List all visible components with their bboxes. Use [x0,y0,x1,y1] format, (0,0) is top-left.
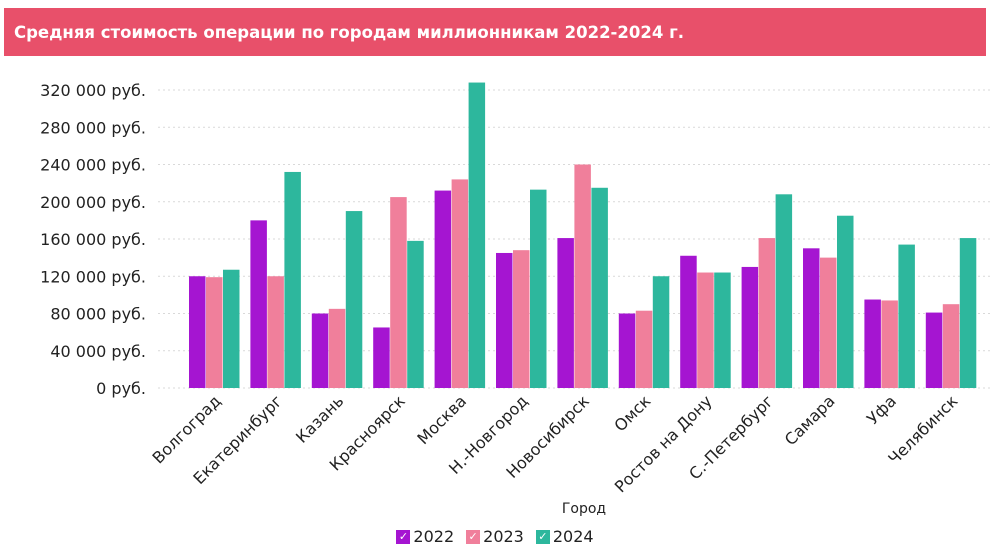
bar-2023[interactable] [513,250,530,388]
legend: ✓ 2022 ✓ 2023 ✓ 2024 [0,527,990,546]
bar-2022[interactable] [864,299,881,388]
bar-2022[interactable] [618,313,636,389]
checkmark-icon[interactable]: ✓ [396,529,411,544]
bar-2023[interactable] [328,308,346,388]
x-tick-label: Самара [781,391,839,449]
gridlines [158,89,990,389]
bar-2024[interactable] [223,269,240,388]
bar-2024[interactable] [591,187,608,388]
legend-label: 2022 [413,527,455,546]
bar-2023[interactable] [758,238,776,388]
bar-2022[interactable] [925,312,943,388]
bar-2024[interactable] [468,82,486,389]
bar-2024[interactable] [775,194,793,388]
y-axis-tick-labels: 0 руб. 40 000 руб. 80 000 руб. 120 000 руб.… [40,81,146,398]
bar-2022[interactable] [741,266,759,388]
bar-2023[interactable] [942,304,960,388]
bar-2023[interactable] [881,300,898,388]
checkmark-icon[interactable]: ✓ [466,529,481,544]
bars [189,82,977,389]
bar-2023[interactable] [206,277,223,388]
bar-2023[interactable] [574,164,591,389]
y-tick-label: 0 руб. [96,379,146,398]
bar-2024[interactable] [284,171,301,388]
x-tick-label: Омск [610,391,654,435]
y-tick-label: 120 000 руб. [40,267,146,286]
y-tick-label: 160 000 руб. [40,230,146,249]
bar-2024[interactable] [407,240,424,388]
bar-2024[interactable] [898,244,915,388]
checkmark-icon[interactable]: ✓ [535,529,550,544]
bar-2022[interactable] [557,238,574,388]
x-tick-label: Казань [292,391,347,446]
legend-item-2024[interactable]: ✓ 2024 [535,527,594,546]
bar-2023[interactable] [820,257,837,388]
bar-2024[interactable] [714,272,731,388]
y-tick-label: 240 000 руб. [40,156,146,175]
x-axis-title: Город [562,501,606,517]
bar-2024[interactable] [959,238,977,388]
bar-2023[interactable] [390,197,407,388]
bar-2023[interactable] [451,179,469,388]
bar-2022[interactable] [311,313,329,389]
bar-2024[interactable] [652,276,670,388]
bar-2024[interactable] [530,189,547,388]
bar-2022[interactable] [189,276,206,388]
x-tick-label: Москва [413,391,470,448]
chart-title-bar: Средняя стоимость операции по городам ми… [4,8,986,56]
bar-2022[interactable] [680,255,697,388]
chart-title: Средняя стоимость операции по городам ми… [14,22,684,42]
bar-2022[interactable] [803,248,820,388]
bar-2023[interactable] [697,272,714,388]
bar-2024[interactable] [345,211,363,388]
bar-2023[interactable] [267,276,284,388]
bar-2024[interactable] [837,215,854,388]
bar-2022[interactable] [434,190,452,388]
bar-2022[interactable] [496,252,513,388]
bar-2022[interactable] [373,327,390,388]
bar-2022[interactable] [250,220,267,388]
legend-item-2022[interactable]: ✓ 2022 [396,527,454,546]
y-tick-label: 280 000 руб. [40,118,146,137]
y-tick-label: 80 000 руб. [50,305,146,324]
y-tick-label: 200 000 руб. [40,193,146,212]
x-tick-label: Уфа [863,391,900,428]
legend-label: 2024 [552,527,594,546]
legend-item-2023[interactable]: ✓ 2023 [466,527,524,546]
y-tick-label: 320 000 руб. [40,81,146,100]
bar-2023[interactable] [635,310,653,388]
y-tick-label: 40 000 руб. [50,342,146,361]
legend-label: 2023 [483,527,524,546]
